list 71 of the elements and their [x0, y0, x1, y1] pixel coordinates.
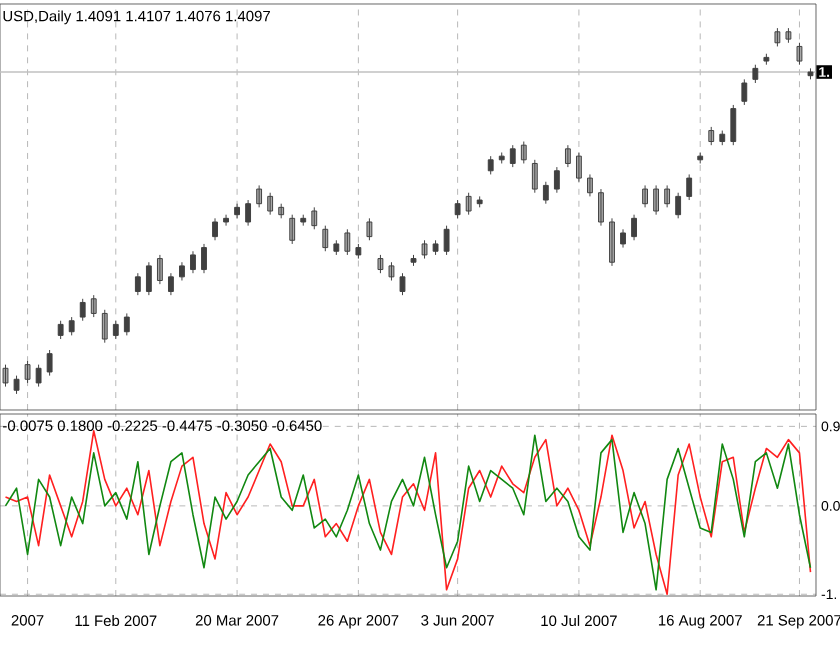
candlestick — [35, 364, 42, 388]
candlestick — [686, 173, 693, 201]
candlestick — [719, 130, 726, 146]
candlestick — [388, 261, 395, 282]
candlestick — [344, 228, 351, 256]
candlestick — [796, 42, 803, 66]
candlestick — [410, 254, 417, 267]
candlestick — [664, 184, 671, 208]
candlestick — [156, 254, 163, 285]
candlestick — [653, 184, 660, 216]
candlestick — [145, 261, 152, 296]
candlestick — [256, 184, 263, 208]
candlestick — [564, 144, 571, 168]
candlestick — [101, 309, 108, 344]
candlestick — [245, 199, 252, 227]
candlestick — [609, 217, 615, 267]
candlestick — [542, 181, 549, 205]
candlestick — [785, 27, 792, 44]
candlestick — [234, 203, 241, 219]
candlestick — [631, 214, 637, 241]
candlestick — [487, 155, 494, 175]
candlestick — [675, 192, 682, 219]
candlestick — [399, 272, 406, 296]
candlestick — [476, 195, 483, 208]
candlestick — [752, 64, 759, 84]
candlestick — [201, 243, 207, 274]
candlestick — [13, 375, 20, 395]
candlestick — [333, 239, 340, 256]
candlestick — [311, 206, 318, 230]
candlestick — [366, 217, 373, 241]
candlestick — [377, 254, 384, 274]
candlestick — [123, 312, 130, 336]
candlestick — [179, 261, 185, 282]
candlestick — [620, 228, 626, 249]
candlestick — [322, 225, 329, 252]
candlestick — [575, 151, 582, 183]
candlestick — [598, 188, 604, 227]
candlestick — [642, 184, 648, 208]
candlestick — [112, 320, 119, 340]
candlestick — [509, 144, 516, 168]
candlestick — [774, 27, 781, 47]
candlestick — [465, 192, 472, 216]
candlestick — [587, 173, 593, 197]
candlestick — [289, 214, 296, 245]
candlestick — [763, 53, 770, 66]
candlestick — [190, 250, 196, 274]
candlestick — [443, 225, 450, 256]
candlestick — [708, 126, 715, 146]
candlestick — [454, 199, 461, 219]
candlestick — [167, 272, 174, 296]
candlestick — [697, 151, 704, 164]
candlestick — [278, 203, 285, 219]
candlestick — [68, 316, 75, 336]
candlestick — [90, 294, 97, 318]
candlestick — [212, 217, 218, 241]
candlestick — [267, 192, 274, 216]
candlestick — [46, 349, 53, 377]
candlestick — [223, 214, 229, 227]
candlestick — [531, 159, 538, 194]
candlestick — [741, 78, 748, 106]
candlestick — [730, 104, 737, 146]
candlestick — [355, 243, 362, 260]
candlestick — [520, 141, 527, 164]
candlestick — [57, 320, 64, 340]
candlestick — [79, 298, 86, 322]
candlestick — [421, 239, 428, 260]
candlestick — [300, 214, 307, 227]
candlestick — [432, 239, 439, 256]
candlestick — [498, 151, 505, 164]
candlestick — [553, 166, 560, 194]
candlestick — [134, 272, 141, 296]
